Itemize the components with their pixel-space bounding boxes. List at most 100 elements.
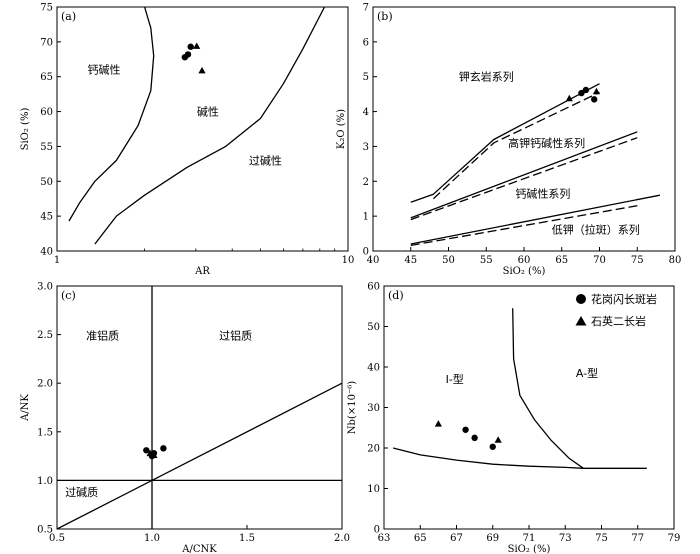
- granodiorite-porphyry-point: [591, 96, 598, 103]
- legend-label: 花岗闪长斑岩: [591, 292, 657, 306]
- panel-label: (b): [377, 10, 393, 23]
- y-tick-label: 6: [363, 37, 369, 48]
- x-tick-label: 71: [523, 533, 536, 544]
- granodiorite-porphyry-point: [184, 51, 192, 58]
- panel-label: (d): [388, 289, 404, 302]
- boundary-line-solid: [410, 131, 638, 219]
- boundary-line-dashed: [432, 91, 600, 200]
- plot-frame: [56, 285, 343, 530]
- boundary-line-solid: [410, 194, 661, 245]
- quartz-monzonite-point: [494, 436, 502, 443]
- y-tick-label: 5: [363, 72, 369, 83]
- panel-d: 63 65 67 69 71 73 75 77 79 0 10 20 30 40 50 60 SiO₂ (%) N…: [347, 282, 680, 554]
- x-tick-label: 55: [480, 255, 493, 266]
- x-tick-label: 65: [414, 533, 427, 544]
- x-tick-label: 75: [631, 255, 644, 266]
- y-tick-label: 4: [363, 107, 369, 118]
- granodiorite-porphyry-point: [582, 86, 590, 94]
- y-tick-label: 0: [374, 525, 380, 536]
- quartz-monzonite-point: [434, 420, 442, 427]
- plot-content: [392, 308, 647, 469]
- boundary-line: [512, 308, 584, 469]
- y-tick-label: 2: [363, 177, 369, 188]
- x-tick-label: 73: [559, 533, 572, 544]
- granodiorite-porphyry-point: [187, 43, 194, 50]
- granodiorite-porphyry-point: [143, 447, 150, 454]
- x-tick-label: 63: [378, 533, 391, 544]
- quartz-monzonite-point: [198, 66, 206, 74]
- field-label: 高钾钙碱性系列: [508, 136, 585, 150]
- y-tick-label: 75: [40, 3, 53, 14]
- panel-label: (a): [61, 10, 76, 23]
- x-tick-label: 45: [404, 255, 417, 266]
- plot-content: [410, 83, 661, 247]
- y-axis-label: A/NK: [20, 394, 31, 422]
- x-axis-label: SiO₂ (%): [503, 266, 546, 277]
- x-tick-label: 75: [595, 533, 608, 544]
- x-tick-label: 65: [555, 255, 568, 266]
- plot-content: [57, 286, 342, 529]
- y-tick-label: 3: [363, 142, 369, 153]
- y-tick-label: 10: [367, 484, 380, 495]
- boundary-line: [68, 7, 155, 222]
- x-tick-label: 10: [342, 255, 355, 266]
- x-tick-label: 80: [669, 255, 682, 266]
- plot-frame: [56, 6, 349, 252]
- legend-triangle-marker: [575, 316, 587, 326]
- y-axis-label: SiO₂ (%): [20, 108, 31, 151]
- y-tick-label: 65: [40, 72, 53, 83]
- field-label: 低钾（拉斑）系列: [552, 222, 640, 236]
- y-tick-label: 60: [367, 282, 380, 293]
- panel-c: 0.5 1.0 1.5 2.0 0.5 1.0 1.5 2.0 2.5 3.0 A/CNK A/NK (…: [20, 282, 350, 554]
- y-tick-label: 60: [40, 107, 53, 118]
- x-axis-label: SiO₂ (%): [508, 544, 551, 554]
- y-tick-label: 50: [40, 177, 53, 188]
- field-label: 钾玄岩系列: [459, 70, 514, 84]
- y-tick-label: 55: [40, 142, 53, 153]
- x-tick-label: 60: [518, 255, 531, 266]
- legend-circle-marker: [576, 294, 586, 304]
- y-tick-label: 40: [40, 247, 53, 258]
- boundary-line-dashed: [410, 137, 638, 221]
- y-tick-label: 1.0: [37, 476, 53, 487]
- y-tick-label: 70: [40, 37, 53, 48]
- x-tick-label: 1.0: [144, 533, 160, 544]
- x-tick-label: 1.5: [239, 533, 255, 544]
- x-tick-label: 79: [668, 533, 681, 544]
- granodiorite-porphyry-point: [462, 426, 469, 433]
- quartz-monzonite-point: [146, 449, 154, 457]
- legend-label: 石英二长岩: [591, 314, 646, 328]
- field-label: 准铝质: [86, 329, 119, 343]
- y-tick-label: 1: [363, 212, 369, 223]
- quartz-monzonite-point: [565, 94, 573, 102]
- x-axis-label: AR: [194, 266, 210, 277]
- x-tick-label: 1: [54, 255, 60, 266]
- x-tick-label: 69: [486, 533, 499, 544]
- field-label: A-型: [576, 366, 598, 380]
- quartz-monzonite-point: [592, 87, 601, 95]
- granodiorite-porphyry-point: [489, 443, 496, 450]
- y-tick-label: 2.0: [37, 379, 53, 390]
- granodiorite-porphyry-point: [160, 445, 167, 452]
- field-label: 钙碱性系列: [515, 186, 570, 200]
- field-label: 碱性: [197, 105, 219, 119]
- y-tick-label: 3.0: [37, 282, 53, 293]
- y-tick-label: 30: [367, 403, 380, 414]
- plot-content: [68, 7, 326, 245]
- x-axis-label: A/CNK: [181, 544, 217, 554]
- x-tick-label: 77: [631, 533, 644, 544]
- boundary-line-solid: [410, 83, 600, 203]
- boundary-line: [392, 447, 647, 469]
- granodiorite-porphyry-point: [471, 434, 478, 442]
- field-label: 过碱性: [249, 153, 282, 167]
- boundary-line: [94, 7, 326, 245]
- y-tick-label: 40: [367, 363, 380, 374]
- panel-label: (c): [61, 289, 76, 302]
- x-tick-label: 40: [367, 255, 380, 266]
- y-axis-label: Nb(×10⁻⁶): [347, 381, 358, 434]
- y-tick-label: 2.5: [37, 330, 53, 341]
- x-tick-label: 50: [442, 255, 455, 266]
- y-tick-label: 0.5: [37, 525, 53, 536]
